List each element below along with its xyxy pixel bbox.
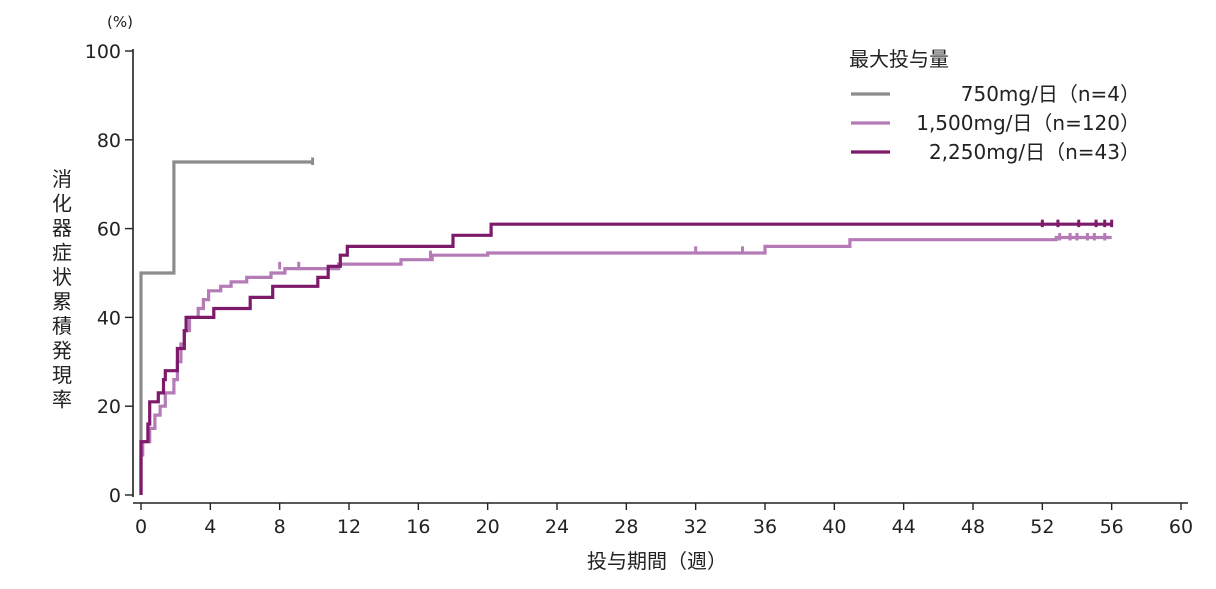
x-tick-label: 52 xyxy=(1030,516,1054,538)
x-tick-label: 56 xyxy=(1100,516,1124,538)
series-line xyxy=(139,160,313,495)
legend-title: 最大投与量 xyxy=(849,47,949,71)
legend-item: 1,500mg/日（n=120） xyxy=(851,111,1140,135)
legend: 最大投与量 750mg/日（n=4） 1,500mg/日（n=120） 2,250m… xyxy=(849,47,1140,164)
legend-label: 750mg/日（n=4） xyxy=(961,82,1140,106)
x-axis-label: 投与期間（週） xyxy=(587,549,727,573)
x-tick-label: 32 xyxy=(684,516,708,538)
x-tick-label: 8 xyxy=(274,516,286,538)
series-1 xyxy=(139,157,315,495)
y-tick-label: 20 xyxy=(97,396,121,418)
x-tick-label: 16 xyxy=(406,516,430,538)
legend-item: 2,250mg/日（n=43） xyxy=(851,140,1140,164)
x-tick-label: 36 xyxy=(753,516,777,538)
legend-item: 750mg/日（n=4） xyxy=(851,82,1140,106)
y-tick-label: 100 xyxy=(85,41,121,63)
legend-label: 2,250mg/日（n=43） xyxy=(929,140,1140,164)
x-tick-label: 28 xyxy=(614,516,638,538)
x-tick-label: 20 xyxy=(476,516,500,538)
x-tick-label: 24 xyxy=(545,516,569,538)
x-tick-label: 60 xyxy=(1169,516,1193,538)
y-tick-label: 0 xyxy=(109,485,121,507)
y-ticks: 0 20 40 60 80 100 xyxy=(85,41,133,507)
y-axis-label: 消化器症状累積発現率 xyxy=(52,167,72,412)
series-line xyxy=(139,235,1112,495)
x-ticks: 0 4 8 12 16 20 24 28 32 36 40 44 48 52 56 60 xyxy=(135,503,1193,538)
legend-items: 750mg/日（n=4） 1,500mg/日（n=120） 2,250mg/日（n=… xyxy=(851,82,1140,164)
y-tick-label: 40 xyxy=(97,307,121,329)
series-line xyxy=(139,222,1112,495)
x-tick-label: 0 xyxy=(135,516,147,538)
series-3 xyxy=(139,219,1114,495)
x-tick-label: 40 xyxy=(822,516,846,538)
y-tick-label: 80 xyxy=(97,130,121,152)
x-tick-label: 44 xyxy=(892,516,916,538)
legend-label: 1,500mg/日（n=120） xyxy=(916,111,1140,135)
x-tick-label: 4 xyxy=(204,516,216,538)
y-tick-label: 60 xyxy=(97,219,121,241)
y-axis-unit: (%) xyxy=(107,13,133,31)
plot-area xyxy=(139,157,1114,495)
series-2 xyxy=(139,232,1112,495)
x-tick-label: 48 xyxy=(961,516,985,538)
x-tick-label: 12 xyxy=(337,516,361,538)
